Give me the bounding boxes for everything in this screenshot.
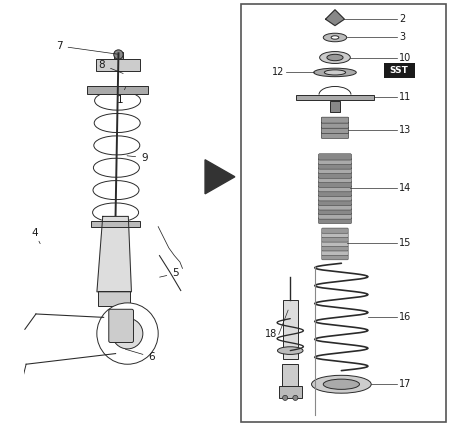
FancyBboxPatch shape [319,158,352,164]
Bar [98,291,130,306]
Text: 18: 18 [265,329,277,340]
FancyBboxPatch shape [319,190,352,196]
Ellipse shape [319,52,350,63]
Bar [91,221,140,227]
Bar [279,386,302,398]
Ellipse shape [277,347,303,354]
Bar [330,101,340,112]
FancyBboxPatch shape [322,246,348,251]
Text: 1: 1 [117,87,126,105]
FancyBboxPatch shape [321,117,348,123]
Bar [296,95,374,100]
Ellipse shape [314,68,356,77]
Text: 17: 17 [399,379,411,389]
Polygon shape [205,160,235,194]
FancyBboxPatch shape [322,250,348,256]
FancyBboxPatch shape [319,181,352,187]
FancyBboxPatch shape [319,199,352,205]
Text: 8: 8 [99,60,123,74]
Polygon shape [326,10,344,26]
Text: 13: 13 [399,125,411,135]
Text: 5: 5 [160,268,179,279]
Bar [114,52,123,59]
Text: 7: 7 [56,41,118,54]
Text: 16: 16 [399,312,411,322]
Polygon shape [97,216,131,292]
Circle shape [293,395,298,400]
Text: 10: 10 [399,52,411,63]
FancyBboxPatch shape [319,167,352,174]
Bar [384,63,415,78]
FancyBboxPatch shape [322,242,348,247]
FancyBboxPatch shape [319,204,352,210]
FancyBboxPatch shape [322,228,348,233]
Text: 15: 15 [399,239,411,248]
FancyBboxPatch shape [319,217,352,224]
Text: 11: 11 [399,92,411,102]
FancyBboxPatch shape [322,255,348,260]
FancyBboxPatch shape [319,172,352,178]
Text: 4: 4 [32,228,40,244]
Bar [283,300,298,359]
Text: 14: 14 [399,183,411,193]
FancyBboxPatch shape [321,132,348,138]
FancyBboxPatch shape [319,186,352,192]
Bar [241,4,446,422]
FancyBboxPatch shape [321,122,348,128]
Bar [282,365,298,388]
Circle shape [97,303,158,364]
Text: 2: 2 [399,14,405,24]
FancyBboxPatch shape [322,233,348,238]
FancyBboxPatch shape [319,163,352,169]
Text: 6: 6 [126,349,155,362]
FancyBboxPatch shape [319,195,352,201]
FancyBboxPatch shape [322,237,348,242]
FancyBboxPatch shape [319,208,352,215]
Text: 3: 3 [399,32,405,43]
Ellipse shape [327,54,343,60]
Ellipse shape [323,33,346,42]
Circle shape [112,318,143,349]
FancyBboxPatch shape [319,213,352,219]
FancyBboxPatch shape [319,154,352,160]
FancyBboxPatch shape [319,176,352,183]
Text: SST: SST [390,66,409,75]
Circle shape [114,50,123,59]
Bar [96,59,140,71]
Text: 12: 12 [272,67,284,78]
Text: 9: 9 [127,153,148,163]
Circle shape [283,395,288,400]
Bar [87,86,148,94]
Ellipse shape [311,375,371,393]
FancyBboxPatch shape [321,127,348,133]
Ellipse shape [323,379,359,389]
Ellipse shape [324,70,346,75]
FancyBboxPatch shape [109,309,134,343]
Ellipse shape [331,36,339,39]
